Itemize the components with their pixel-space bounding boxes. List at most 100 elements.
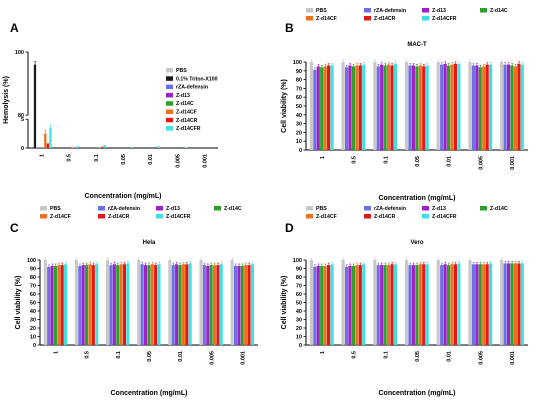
panel-b-x-tick-label: 0.1: [383, 156, 389, 164]
panel-d-bar: [503, 263, 507, 345]
panel-a-legend-label: Z-d14CF: [176, 110, 197, 116]
panel-d-legend-swatch: [364, 214, 371, 219]
panel-d-bar: [513, 263, 518, 345]
panel-c-bar: [112, 264, 116, 345]
panel-b-bar: [468, 62, 472, 150]
panel-d-title: Vero: [410, 240, 423, 246]
panel-b-bar: [475, 65, 479, 150]
panel-b-bar: [436, 62, 440, 150]
panel-a-x-axis-label: Concentration (mg/mL): [85, 193, 162, 200]
panel-d-bar: [344, 266, 349, 345]
panel-b-legend-label: rZA-defensin: [374, 8, 406, 14]
panel-a-x-tick-label: 0.01: [148, 154, 154, 165]
panel-d-x-tick-label: 0.01: [447, 351, 453, 362]
panel-b-bar: [393, 63, 398, 151]
panel-c-legend-swatch: [98, 214, 105, 219]
panel-b-bar: [422, 66, 426, 150]
panel-c-y-tick-label: 80: [30, 275, 36, 281]
panel-b-legend-label: Z-d14CR: [374, 16, 396, 22]
panel-c-x-tick-label: 0.5: [85, 351, 91, 359]
panel-b-bar: [358, 65, 362, 150]
panel-d-bar: [408, 265, 412, 345]
panel-d-legend-label: Z-d14C: [490, 206, 508, 212]
panel-c-bar: [60, 265, 64, 345]
panel-b-bar: [390, 65, 394, 150]
panel-b-bar: [510, 65, 514, 150]
panel-d-bar: [418, 264, 422, 345]
panel-d-bar: [485, 264, 489, 345]
panel-b-bar: [517, 63, 521, 151]
panel-c-legend-swatch: [214, 206, 221, 211]
panel-d-bar: [404, 260, 409, 345]
panel-a-y-tick-label: 100: [15, 50, 24, 56]
panel-d-bar: [415, 265, 419, 345]
panel-d-y-tick-label: 70: [296, 284, 302, 290]
panel-b-bar: [500, 62, 504, 150]
panel-d-bar: [355, 265, 359, 345]
panel-c-bar: [188, 263, 192, 345]
panel-c-legend-label: Z-d13: [166, 206, 180, 212]
panel-b-bar: [362, 64, 366, 150]
panel-b-legend-label: Z-d14CFR: [432, 16, 457, 22]
panel-d-bar: [446, 265, 451, 345]
panel-a-y-tick-label: 0: [21, 146, 24, 152]
panel-d-bar: [313, 266, 317, 345]
panel-a-bar: [46, 143, 50, 148]
panel-d-legend-swatch: [306, 206, 313, 211]
panel-b-y-tick-label: 90: [296, 69, 302, 75]
panel-a-bar: [98, 147, 101, 148]
panel-a-x-tick-label: 1: [40, 154, 46, 157]
panel-b-bar: [443, 63, 447, 151]
panel-c-bar: [175, 264, 179, 345]
panel-d-legend-label: rZA-defensin: [374, 206, 406, 212]
panel-d-legend-swatch: [306, 214, 313, 219]
panel-d-y-tick-label: 50: [296, 301, 302, 307]
panel-c-x-tick-label: 0.05: [147, 351, 153, 362]
panel-d-bar: [351, 265, 355, 345]
panel-c-legend-swatch: [98, 206, 105, 211]
panel-c-x-tick-label: 1: [54, 351, 60, 354]
panel-b-bar: [489, 64, 493, 150]
panel-b: B MAC-T 0 10 20 30 40 50 60 70 80 90 100 1 0.5 0.1 0.05 0…: [281, 8, 528, 202]
panel-c-bar: [43, 260, 47, 345]
panel-c-bar: [185, 264, 189, 345]
panel-d-y-tick-label: 20: [296, 326, 302, 332]
panel-b-bar: [411, 65, 415, 150]
panel-c-x-tick-label: 0.01: [178, 351, 184, 362]
panel-d-legend-label: Z-d14CFR: [432, 214, 457, 220]
panel-d-x-tick-label: 0.1: [383, 351, 389, 359]
panel-d-legend-label: Z-d14CF: [316, 214, 337, 220]
panel-b-bar: [520, 64, 524, 150]
panel-a: A 0 580 100 1 0.5 0.1 0.05 0.01 0.005 0.001 Concent…: [3, 21, 218, 200]
panel-b-legend-swatch: [422, 8, 429, 13]
panel-a-y-tick-label: 80: [18, 113, 24, 119]
panel-d-bar: [387, 265, 391, 345]
panel-d-bar: [468, 260, 472, 345]
panel-b-legend-swatch: [480, 8, 487, 13]
panel-b-bar: [309, 62, 313, 150]
panel-a-legend-swatch: [166, 68, 173, 73]
panel-b-bar: [351, 66, 355, 150]
panel-c-bar: [57, 265, 61, 345]
panel-b-x-tick-label: 0.01: [447, 156, 453, 167]
panel-d-bar: [327, 265, 331, 345]
panel-d-y-tick-label: 40: [296, 309, 302, 315]
panel-b-bar: [506, 64, 511, 150]
panel-b-bar: [425, 65, 429, 150]
panel-b-x-tick-label: 0.001: [510, 156, 516, 170]
panel-a-x-tick-label: 0.005: [175, 154, 181, 168]
panel-b-legend-label: Z-d14C: [490, 8, 508, 14]
panel-c-bar: [119, 264, 123, 345]
panel-c: C Hela 0 10 20 30 40 50 60 70 80 90 100 1 0.5 0.1 0.05 0.…: [10, 206, 258, 397]
panel-c-bar: [47, 266, 51, 345]
panel-b-legend-label: Z-d13: [432, 8, 446, 14]
panel-c-legend-label: Z-d14CF: [50, 214, 71, 220]
panel-b-bar: [418, 65, 422, 150]
panel-c-bar: [240, 265, 244, 345]
panel-a-x-tick-label: 0.1: [94, 154, 100, 162]
panel-b-legend-swatch: [364, 16, 371, 21]
panel-b-letter: B: [285, 21, 294, 35]
panel-c-bar: [85, 265, 89, 345]
panel-c-bar: [81, 265, 85, 345]
panel-a-bar: [38, 147, 42, 148]
